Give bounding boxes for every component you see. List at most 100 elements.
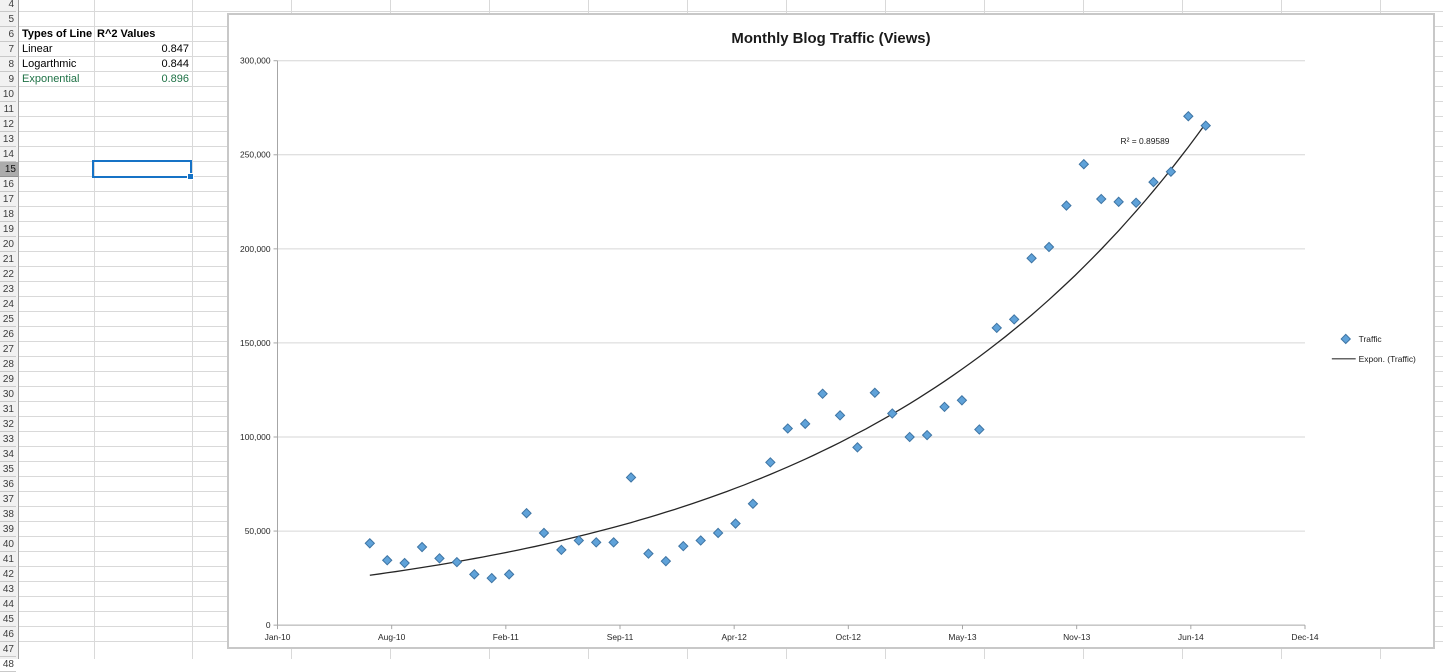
row-number-42[interactable]: 42	[0, 567, 16, 582]
row-number-6[interactable]: 6	[0, 27, 16, 42]
row-number-27[interactable]: 27	[0, 342, 16, 357]
row-number-31[interactable]: 31	[0, 402, 16, 417]
row-number-25[interactable]: 25	[0, 312, 16, 327]
scatter-point-May-13[interactable]	[974, 424, 985, 435]
row-number-40[interactable]: 40	[0, 537, 16, 552]
cell-line-type-logarthmic[interactable]: Logarthmic	[22, 58, 77, 70]
scatter-point-Apr-14[interactable]	[1165, 166, 1177, 177]
cell-r2-values-header[interactable]: R^2 Values	[97, 28, 156, 40]
scatter-point-Dec-12[interactable]	[886, 408, 898, 419]
scatter-point-Nov-10[interactable]	[451, 556, 463, 568]
row-number-4[interactable]: 4	[0, 0, 16, 12]
exponential-trendline[interactable]	[369, 123, 1207, 576]
row-number-48[interactable]: 48	[0, 657, 16, 672]
scatter-point-Aug-11[interactable]	[608, 537, 619, 548]
scatter-point-Oct-10[interactable]	[434, 553, 445, 564]
row-number-37[interactable]: 37	[0, 492, 16, 507]
row-number-24[interactable]: 24	[0, 297, 16, 312]
row-number-7[interactable]: 7	[0, 42, 16, 57]
row-number-33[interactable]: 33	[0, 432, 16, 447]
cell-types-of-line-header[interactable]: Types of Line	[22, 28, 93, 40]
scatter-point-Sep-13[interactable]	[1043, 241, 1055, 253]
scatter-point-Nov-11[interactable]	[660, 555, 672, 567]
trendline-curve[interactable]	[369, 123, 1207, 576]
row-number-32[interactable]: 32	[0, 417, 16, 432]
scatter-point-Jul-10[interactable]	[381, 554, 393, 566]
row-number-47[interactable]: 47	[0, 642, 16, 657]
scatter-point-Jul-11[interactable]	[590, 537, 602, 548]
row-number-26[interactable]: 26	[0, 327, 16, 342]
row-number-43[interactable]: 43	[0, 582, 16, 597]
scatter-point-Sep-12[interactable]	[834, 410, 846, 421]
chart-title[interactable]: Monthly Blog Traffic (Views)	[731, 31, 930, 47]
row-number-45[interactable]: 45	[0, 612, 16, 627]
scatter-point-Nov-13[interactable]	[1078, 158, 1090, 170]
scatter-point-Jul-12[interactable]	[799, 418, 811, 430]
chart-legend[interactable]: Traffic Expon. (Traffic)	[1331, 333, 1416, 364]
row-number-17[interactable]: 17	[0, 192, 16, 207]
scatter-point-Oct-12[interactable]	[852, 442, 863, 453]
row-number-13[interactable]: 13	[0, 132, 16, 147]
scatter-point-Dec-11[interactable]	[678, 540, 689, 552]
scatter-point-Dec-10[interactable]	[469, 569, 480, 580]
scatter-point-Jul-13[interactable]	[1008, 314, 1020, 325]
scatter-point-Aug-12[interactable]	[817, 388, 828, 399]
row-number-36[interactable]: 36	[0, 477, 16, 492]
row-number-39[interactable]: 39	[0, 522, 16, 537]
scatter-point-Jun-10[interactable]	[364, 538, 376, 549]
row-number-14[interactable]: 14	[0, 147, 16, 162]
row-number-20[interactable]: 20	[0, 237, 16, 252]
row-number-28[interactable]: 28	[0, 357, 16, 372]
row-number-34[interactable]: 34	[0, 447, 16, 462]
row-number-41[interactable]: 41	[0, 552, 16, 567]
scatter-point-Jun-14[interactable]	[1200, 120, 1212, 131]
row-number-18[interactable]: 18	[0, 207, 16, 222]
row-number-21[interactable]: 21	[0, 252, 16, 267]
scatter-point-Mar-14[interactable]	[1148, 176, 1159, 188]
row-number-15[interactable]: 15	[0, 162, 18, 177]
fill-handle[interactable]	[187, 173, 194, 180]
row-number-29[interactable]: 29	[0, 372, 16, 387]
row-number-8[interactable]: 8	[0, 57, 16, 72]
scatter-series-traffic[interactable]	[364, 110, 1212, 584]
r-squared-label[interactable]: R² = 0.89589	[1120, 136, 1169, 146]
row-number-9[interactable]: 9	[0, 72, 16, 87]
scatter-point-Nov-12[interactable]	[869, 387, 881, 399]
scatter-point-Jun-13[interactable]	[991, 322, 1003, 334]
scatter-point-Feb-12[interactable]	[712, 527, 724, 539]
scatter-point-May-12[interactable]	[765, 457, 776, 468]
scatter-point-May-14[interactable]	[1183, 110, 1194, 122]
cell-line-type-linear[interactable]: Linear	[22, 43, 53, 55]
scatter-point-Jan-14[interactable]	[1113, 196, 1124, 208]
scatter-point-Apr-11[interactable]	[538, 527, 550, 539]
scatter-point-Aug-10[interactable]	[399, 557, 410, 569]
scatter-point-Feb-11[interactable]	[503, 569, 515, 580]
row-header-column[interactable]: 4 5 6 7 8 9 10 11 12 13 14 15 16 17 18 19 20 21 22 23 24 25 26…	[0, 0, 19, 672]
row-number-35[interactable]: 35	[0, 462, 16, 477]
scatter-point-Jun-12[interactable]	[782, 423, 794, 434]
row-number-10[interactable]: 10	[0, 87, 16, 102]
row-number-44[interactable]: 44	[0, 597, 16, 612]
row-number-30[interactable]: 30	[0, 387, 16, 402]
row-number-5[interactable]: 5	[0, 12, 16, 27]
scatter-point-Feb-14[interactable]	[1130, 197, 1142, 209]
row-number-46[interactable]: 46	[0, 627, 16, 642]
row-number-38[interactable]: 38	[0, 507, 16, 522]
scatter-point-Oct-11[interactable]	[643, 548, 654, 559]
scatter-point-Oct-13[interactable]	[1061, 200, 1072, 211]
scatter-point-Jan-12[interactable]	[695, 535, 706, 546]
row-number-11[interactable]: 11	[0, 102, 16, 117]
scatter-point-Aug-13[interactable]	[1026, 252, 1037, 264]
scatter-point-Mar-11[interactable]	[521, 507, 532, 519]
scatter-point-Jan-13[interactable]	[904, 431, 915, 443]
scatter-point-Mar-13[interactable]	[939, 401, 950, 413]
scatter-point-Mar-12[interactable]	[730, 518, 741, 529]
row-number-12[interactable]: 12	[0, 117, 16, 132]
row-number-19[interactable]: 19	[0, 222, 16, 237]
cell-r2-value-logarthmic[interactable]: 0.844	[161, 58, 189, 70]
chart-object[interactable]: 0 50,000 100,000 150,000 200,000 250,000 300,0…	[227, 13, 1435, 649]
selection-box[interactable]	[92, 160, 192, 178]
scatter-point-Jun-11[interactable]	[573, 535, 585, 546]
scatter-point-Feb-13[interactable]	[921, 429, 933, 441]
cell-line-type-exponential[interactable]: Exponential	[22, 73, 80, 85]
